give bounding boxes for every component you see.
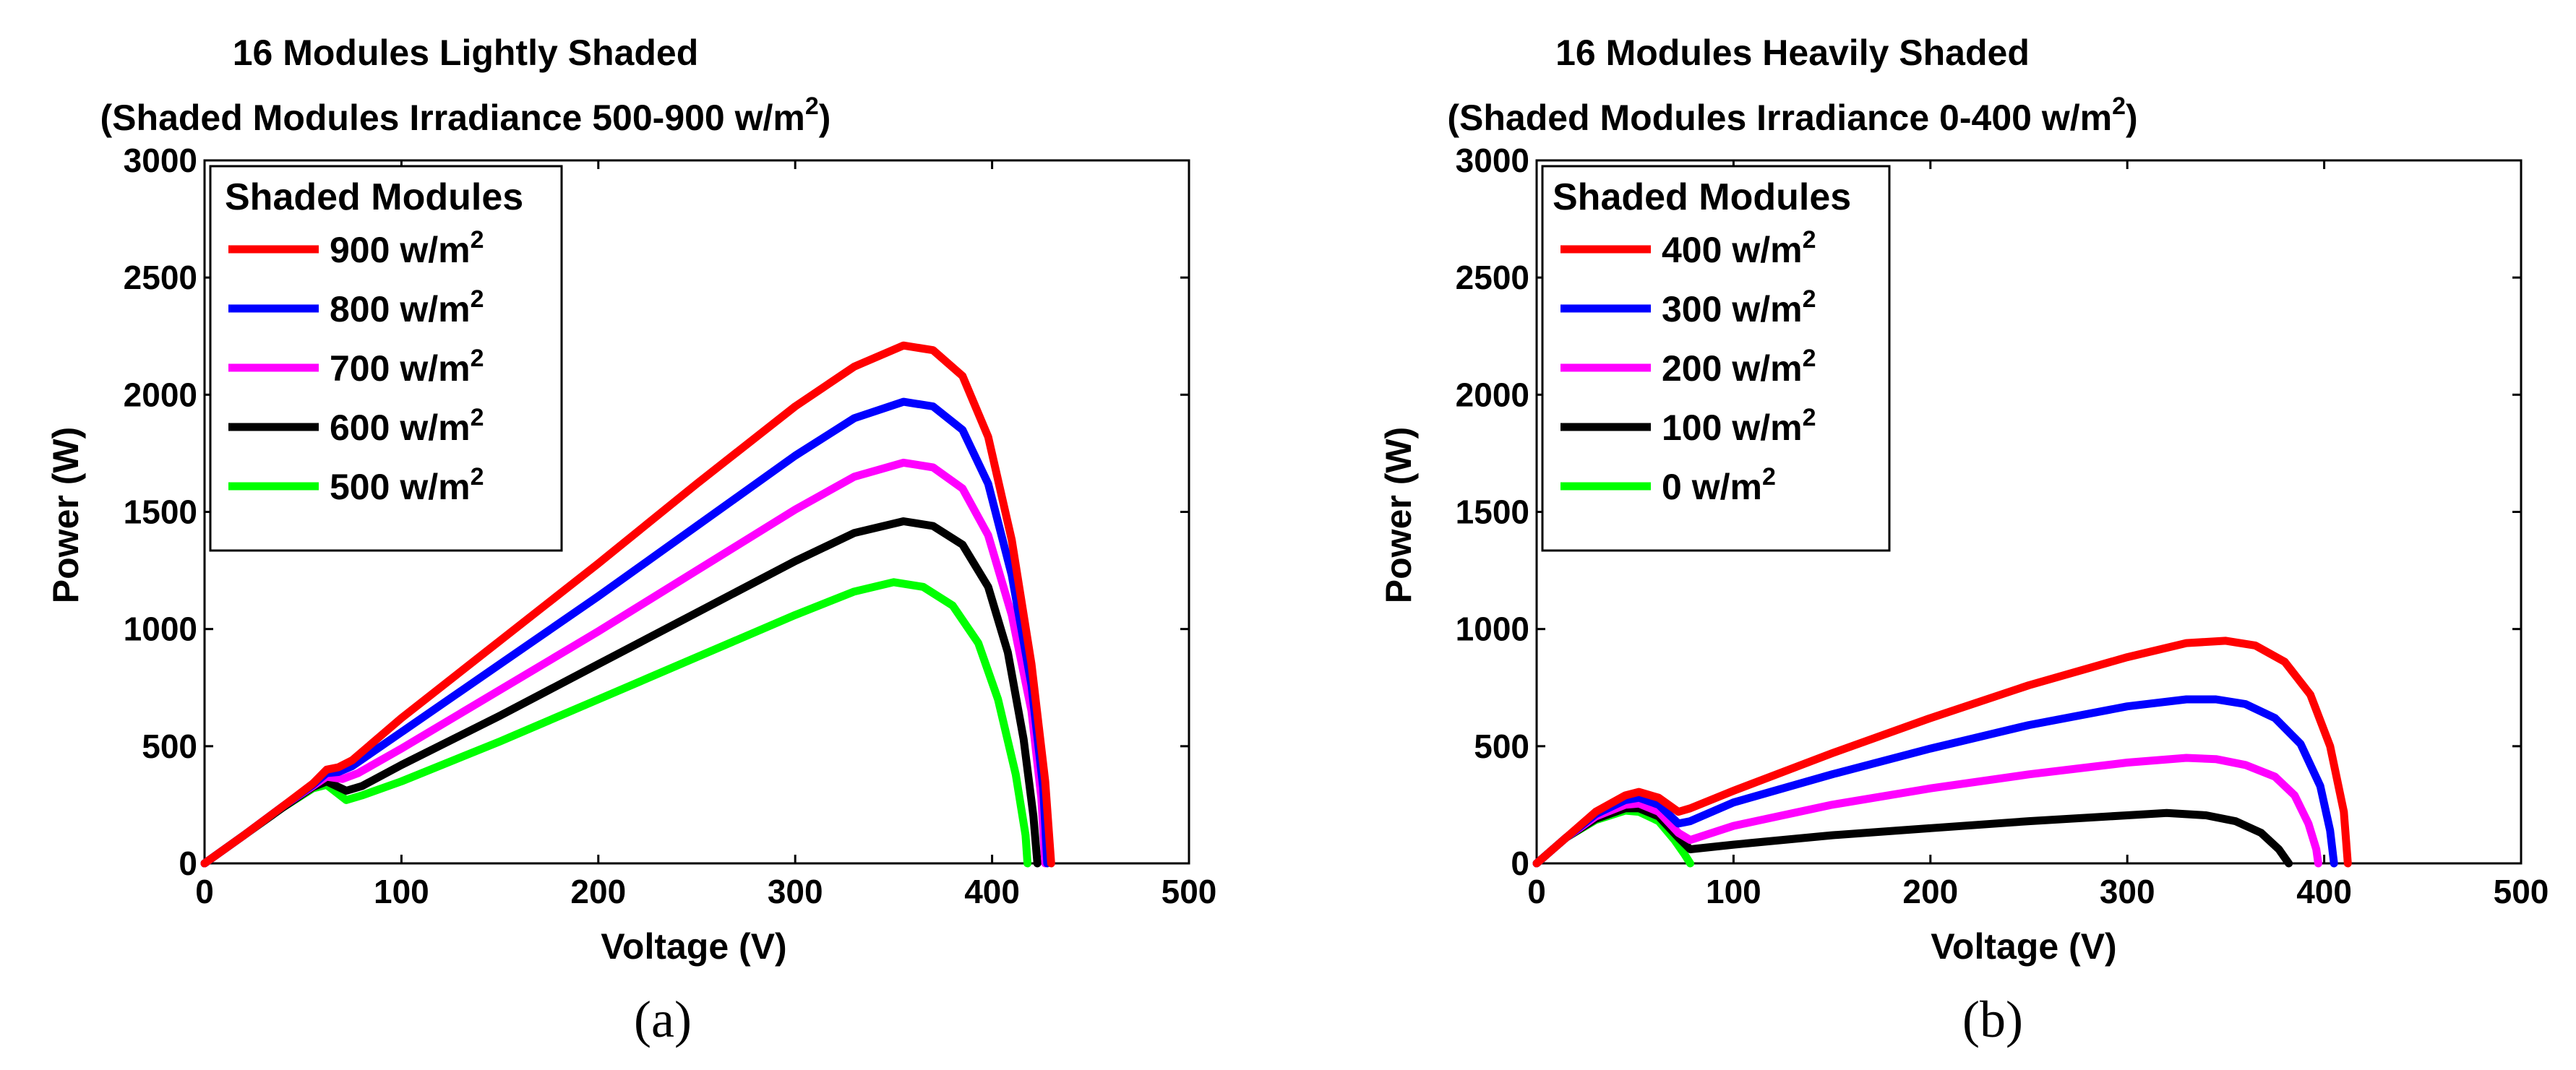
y-axis-label: Power (W) (46, 427, 86, 603)
y-tick-label: 1500 (1456, 493, 1529, 531)
chart-title-line1: 16 Modules Heavily Shaded (1555, 33, 2030, 73)
y-tick-label: 3000 (124, 142, 197, 179)
x-tick-label: 300 (2100, 873, 2155, 910)
series-lines (200, 341, 1055, 868)
series-line-100w (1532, 804, 2293, 868)
legend-label: 500 w/m2 (330, 463, 484, 507)
chart-title-line2: (Shaded Modules Irradiance 0-400 w/m2) (1447, 92, 2137, 138)
y-tick-label: 0 (179, 845, 197, 882)
chart-panel-a: 16 Modules Lightly Shaded (Shaded Module… (46, 33, 1216, 1048)
legend-label: 400 w/m2 (1662, 226, 1816, 270)
y-tick-label: 1000 (124, 610, 197, 648)
y-tick-label: 2500 (1456, 259, 1529, 296)
chart-title-line1: 16 Modules Lightly Shaded (233, 33, 699, 73)
x-tick-label: 300 (768, 873, 823, 910)
legend-label: 0 w/m2 (1662, 463, 1776, 507)
y-tick-label: 500 (1474, 728, 1529, 765)
legend: Shaded Modules 900 w/m2 800 w/m2 700 w/m2 6… (209, 165, 563, 552)
series-line-200w (1532, 754, 2322, 868)
x-tick-label: 400 (2296, 873, 2352, 910)
legend-label: 900 w/m2 (330, 226, 484, 270)
x-tick-label: 500 (2494, 873, 2549, 910)
axis-ticks: 0 100 200 300 400 500 0 500 1000 1500 2000 2500 3000 (124, 142, 1217, 910)
y-tick-label: 500 (142, 728, 197, 765)
legend-label: 300 w/m2 (1662, 285, 1816, 329)
y-tick-label: 2000 (1456, 376, 1529, 413)
y-tick-label: 2500 (124, 259, 197, 296)
y-tick-label: 2000 (124, 376, 197, 413)
legend-title: Shaded Modules (1553, 176, 1851, 218)
x-tick-label: 400 (964, 873, 1020, 910)
x-tick-label: 200 (570, 873, 626, 910)
panel-label-a: (a) (634, 991, 692, 1048)
x-axis-label: Voltage (V) (601, 926, 786, 967)
chart-title-line2: (Shaded Modules Irradiance 500-900 w/m2) (100, 92, 831, 138)
x-tick-label: 0 (1527, 873, 1546, 910)
series-lines (1532, 637, 2352, 868)
x-axis-label: Voltage (V) (1931, 926, 2116, 967)
x-tick-label: 0 (195, 873, 214, 910)
legend-label: 700 w/m2 (330, 345, 484, 389)
legend-label: 100 w/m2 (1662, 404, 1816, 448)
series-line-900w (200, 341, 1055, 868)
y-axis-label: Power (W) (1378, 427, 1419, 603)
x-tick-label: 100 (1706, 873, 1761, 910)
legend-label: 200 w/m2 (1662, 345, 1816, 389)
chart-panel-b: 16 Modules Heavily Shaded (Shaded Module… (1378, 33, 2549, 1048)
y-tick-label: 0 (1511, 845, 1529, 882)
y-tick-label: 1000 (1456, 610, 1529, 648)
panel-label-b: (b) (1962, 991, 2023, 1048)
series-line-400w (1532, 637, 2352, 868)
legend-label: 600 w/m2 (330, 404, 484, 448)
legend: Shaded Modules 400 w/m2 300 w/m2 200 w/m2 1… (1541, 165, 1891, 552)
y-tick-label: 1500 (124, 493, 197, 531)
x-tick-label: 100 (374, 873, 429, 910)
legend-label: 800 w/m2 (330, 285, 484, 329)
y-tick-label: 3000 (1456, 142, 1529, 179)
legend-title: Shaded Modules (225, 176, 523, 218)
x-tick-label: 200 (1902, 873, 1958, 910)
x-tick-label: 500 (1162, 873, 1217, 910)
series-line-300w (1532, 695, 2338, 868)
